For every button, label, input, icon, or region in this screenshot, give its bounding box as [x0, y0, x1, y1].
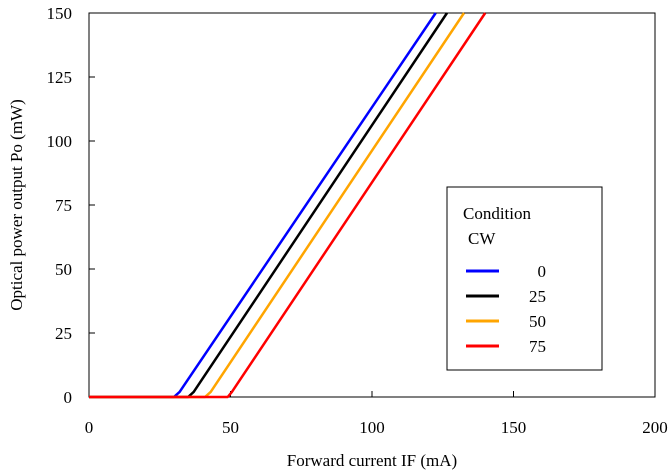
y-tick-label: 75 [55, 196, 72, 215]
series-line-75 [89, 12, 487, 399]
y-tick-label: 0 [64, 388, 73, 407]
y-tick-label: 100 [47, 132, 73, 151]
legend: Condition CW 0 25 50 75 [446, 186, 603, 371]
x-tick-label: 0 [85, 418, 94, 437]
legend-subtitle: CW [468, 229, 496, 248]
x-tick-label: 200 [642, 418, 668, 437]
y-tick-label: 125 [47, 68, 73, 87]
legend-label-75: 75 [529, 337, 546, 356]
x-axis-label: Forward current IF (mA) [287, 451, 457, 470]
axis-tick-labels: 0 50 100 150 200 0 25 50 75 100 125 150 [47, 4, 668, 437]
y-tick-label: 25 [55, 324, 72, 343]
legend-box [446, 186, 603, 371]
legend-entries: 0 25 50 75 [466, 262, 546, 356]
legend-label-0: 0 [538, 262, 547, 281]
legend-title: Condition [463, 204, 532, 223]
series-lines [89, 12, 487, 399]
legend-label-50: 50 [529, 312, 546, 331]
y-tick-label: 150 [47, 4, 73, 23]
y-tick-label: 50 [55, 260, 72, 279]
y-axis-label: Optical power output Po (mW) [7, 99, 26, 311]
x-tick-label: 150 [501, 418, 527, 437]
x-tick-label: 50 [222, 418, 239, 437]
x-tick-label: 100 [359, 418, 385, 437]
legend-label-25: 25 [529, 287, 546, 306]
